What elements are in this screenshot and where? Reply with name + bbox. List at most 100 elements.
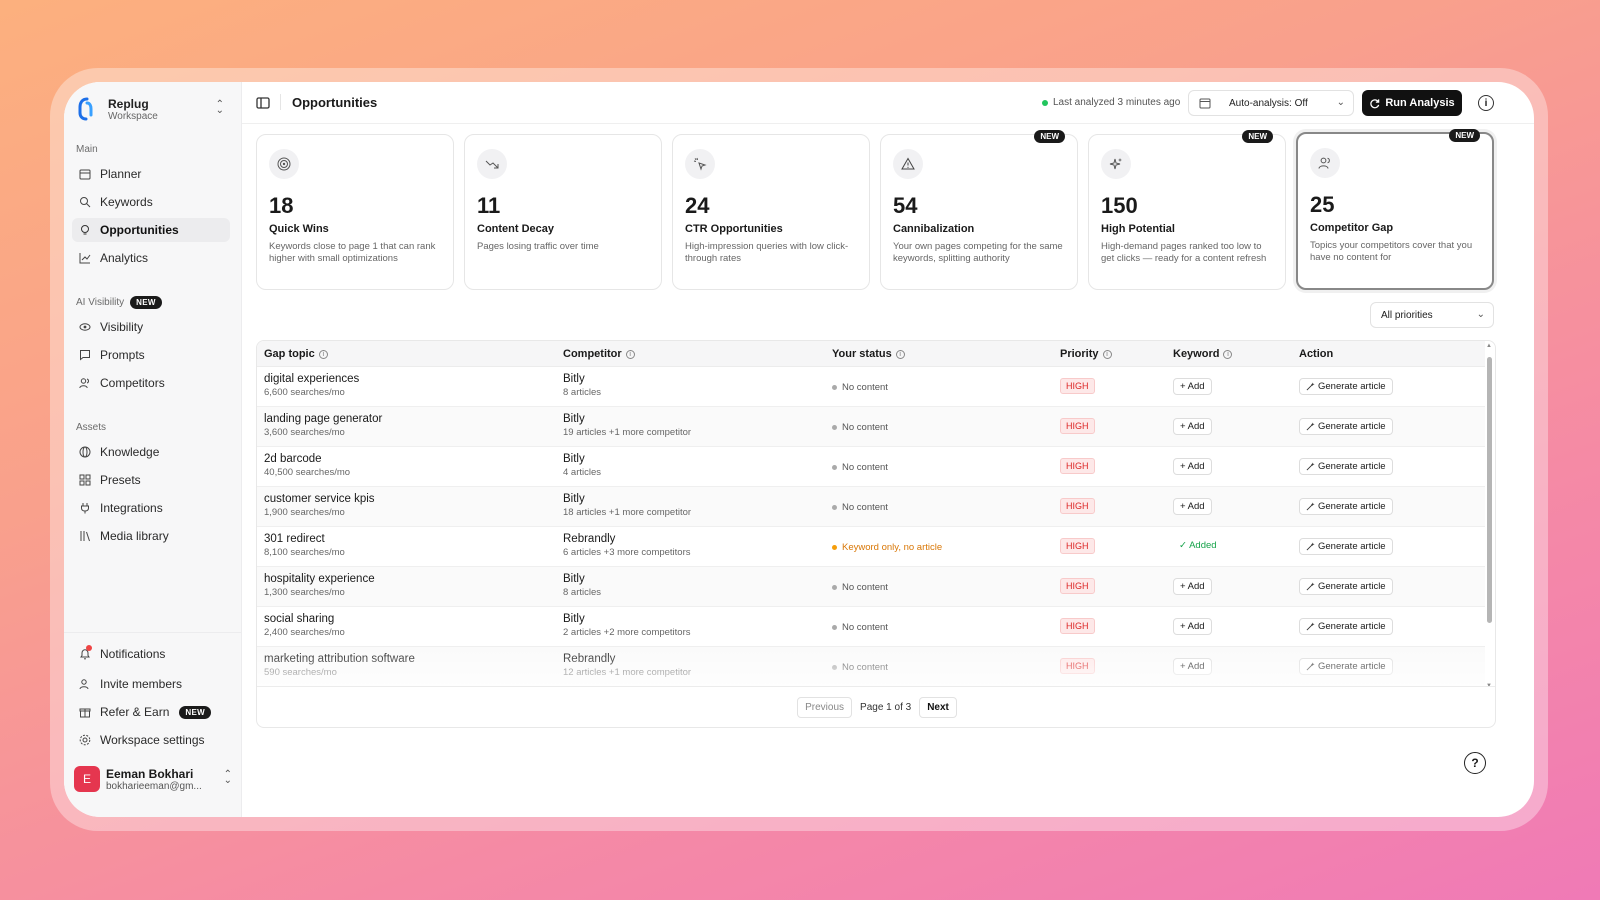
info-icon: i xyxy=(625,349,635,359)
target-icon xyxy=(269,149,299,179)
status-badge: Keyword only, no article xyxy=(832,542,942,553)
card-ctr-opportunities[interactable]: 24 CTR Opportunities High-impression que… xyxy=(672,134,870,290)
sidebar-item-knowledge[interactable]: Knowledge xyxy=(72,440,230,464)
plug-icon xyxy=(78,501,92,515)
workspace-name: Replug xyxy=(108,96,149,111)
wand-icon xyxy=(1306,662,1315,671)
add-keyword-button[interactable]: + Add xyxy=(1173,578,1212,595)
priority-badge: HIGH xyxy=(1060,658,1095,674)
table-scrollbar[interactable]: ▲ ▼ xyxy=(1486,343,1492,689)
col-action: Action xyxy=(1299,348,1334,360)
add-keyword-button[interactable]: + Add xyxy=(1173,618,1212,635)
card-competitor-gap[interactable]: NEW 25 Competitor Gap Topics your compet… xyxy=(1296,129,1494,290)
wand-icon xyxy=(1306,462,1315,471)
sidebar-item-media-library[interactable]: Media library xyxy=(72,524,230,548)
card-high-potential[interactable]: NEW 150 High Potential High-demand pages… xyxy=(1088,130,1286,290)
user-name: Eeman Bokhari xyxy=(106,766,194,781)
info-icon[interactable]: i xyxy=(1478,95,1494,111)
card-description: Pages losing traffic over time xyxy=(477,241,599,252)
sidebar-item-planner[interactable]: Planner xyxy=(72,162,230,186)
scrollbar-thumb[interactable] xyxy=(1487,357,1492,623)
gear-icon xyxy=(78,733,92,747)
next-page-button[interactable]: Next xyxy=(919,697,957,718)
card-content-decay[interactable]: 11 Content Decay Pages losing traffic ov… xyxy=(464,134,662,290)
col-keyword[interactable]: Keyword i xyxy=(1173,348,1233,360)
card-title: CTR Opportunities xyxy=(685,223,783,235)
search-volume: 590 searches/mo xyxy=(264,667,337,678)
card-count: 24 xyxy=(685,193,710,218)
refresh-icon xyxy=(1370,98,1380,108)
priority-badge: HIGH xyxy=(1060,378,1095,394)
sidebar-item-label: Planner xyxy=(100,167,142,181)
sidebar-item-presets[interactable]: Presets xyxy=(72,468,230,492)
col-gap-topic[interactable]: Gap topic i xyxy=(264,348,328,360)
generate-article-button[interactable]: Generate article xyxy=(1299,498,1393,515)
competitor-articles: 8 articles xyxy=(563,587,602,598)
card-quick-wins[interactable]: 18 Quick Wins Keywords close to page 1 t… xyxy=(256,134,454,290)
card-description: High-demand pages ranked too low to get … xyxy=(1101,241,1267,264)
add-keyword-button[interactable]: + Add xyxy=(1173,458,1212,475)
sidebar-item-integrations[interactable]: Integrations xyxy=(72,496,230,520)
card-count: 25 xyxy=(1310,192,1335,217)
sidebar-item-keywords[interactable]: Keywords xyxy=(72,190,230,214)
gap-topic: 301 redirect xyxy=(264,533,325,545)
add-keyword-button[interactable]: + Add xyxy=(1173,378,1212,395)
gap-topic: customer service kpis xyxy=(264,493,375,505)
scroll-up-icon[interactable]: ▲ xyxy=(1486,343,1492,349)
sidebar-item-invite-members[interactable]: Invite members xyxy=(72,672,230,696)
add-keyword-button[interactable]: + Add xyxy=(1173,418,1212,435)
card-count: 54 xyxy=(893,193,918,218)
wand-icon xyxy=(1306,382,1315,391)
generate-article-button[interactable]: Generate article xyxy=(1299,378,1393,395)
sidebar-item-opportunities[interactable]: Opportunities xyxy=(72,218,230,242)
sidebar-item-analytics[interactable]: Analytics xyxy=(72,246,230,270)
page-title: Opportunities xyxy=(292,95,378,110)
sidebar-item-visibility[interactable]: Visibility xyxy=(72,315,230,339)
sidebar-item-refer-earn[interactable]: Refer & Earn NEW xyxy=(72,700,230,724)
competitor-gap-table: Gap topic i Competitor i Your status i Prio… xyxy=(256,340,1496,728)
generate-article-button[interactable]: Generate article xyxy=(1299,458,1393,475)
sidebar-item-label: Notifications xyxy=(100,647,166,661)
card-title: Competitor Gap xyxy=(1310,222,1394,234)
help-button[interactable]: ? xyxy=(1464,752,1486,774)
add-keyword-button[interactable]: + Add xyxy=(1173,658,1212,675)
generate-article-button[interactable]: Generate article xyxy=(1299,578,1393,595)
info-icon: i xyxy=(895,349,905,359)
user-menu[interactable]: E Eeman Bokhari bokharieeman@gm... ⌃ ⌄ xyxy=(74,762,234,796)
competitor-name: Bitly xyxy=(563,413,585,425)
generate-article-button[interactable]: Generate article xyxy=(1299,658,1393,675)
sidebar-toggle-icon[interactable] xyxy=(256,96,270,110)
search-volume: 8,100 searches/mo xyxy=(264,547,345,558)
add-keyword-button[interactable]: + Add xyxy=(1173,498,1212,515)
sidebar-item-competitors[interactable]: Competitors xyxy=(72,371,230,395)
sidebar-item-notifications[interactable]: Notifications xyxy=(72,642,230,666)
sidebar-item-label: Integrations xyxy=(100,501,163,515)
col-competitor[interactable]: Competitor i xyxy=(563,348,635,360)
auto-analysis-select[interactable]: Auto-analysis: Off ⌄ xyxy=(1188,90,1354,116)
sidebar-item-workspace-settings[interactable]: Workspace settings xyxy=(72,728,230,752)
last-analyzed: Last analyzed 3 minutes ago xyxy=(1042,97,1180,108)
status-badge: No content xyxy=(832,662,888,673)
col-your-status[interactable]: Your status i xyxy=(832,348,905,360)
search-volume: 40,500 searches/mo xyxy=(264,467,351,478)
priority-badge: HIGH xyxy=(1060,618,1095,634)
col-priority[interactable]: Priority i xyxy=(1060,348,1112,360)
status-dot xyxy=(832,665,837,670)
competitor-name: Bitly xyxy=(563,453,585,465)
card-cannibalization[interactable]: NEW 54 Cannibalization Your own pages co… xyxy=(880,130,1078,290)
eye-icon xyxy=(78,320,92,334)
card-count: 18 xyxy=(269,193,294,218)
competitor-articles: 2 articles +2 more competitors xyxy=(563,627,691,638)
card-description: High-impression queries with low click-t… xyxy=(685,241,849,264)
generate-article-button[interactable]: Generate article xyxy=(1299,618,1393,635)
priority-filter-select[interactable]: All priorities ⌄ xyxy=(1370,302,1494,328)
workspace-switcher[interactable]: Replug Workspace ⌃ ⌄ xyxy=(78,94,228,124)
globe-icon xyxy=(78,445,92,459)
previous-page-button[interactable]: Previous xyxy=(797,697,853,718)
generate-article-button[interactable]: Generate article xyxy=(1299,418,1393,435)
generate-article-button[interactable]: Generate article xyxy=(1299,538,1393,555)
warning-icon xyxy=(893,149,923,179)
sidebar-item-prompts[interactable]: Prompts xyxy=(72,343,230,367)
run-analysis-button[interactable]: Run Analysis xyxy=(1362,90,1462,116)
card-count: 150 xyxy=(1101,193,1138,218)
